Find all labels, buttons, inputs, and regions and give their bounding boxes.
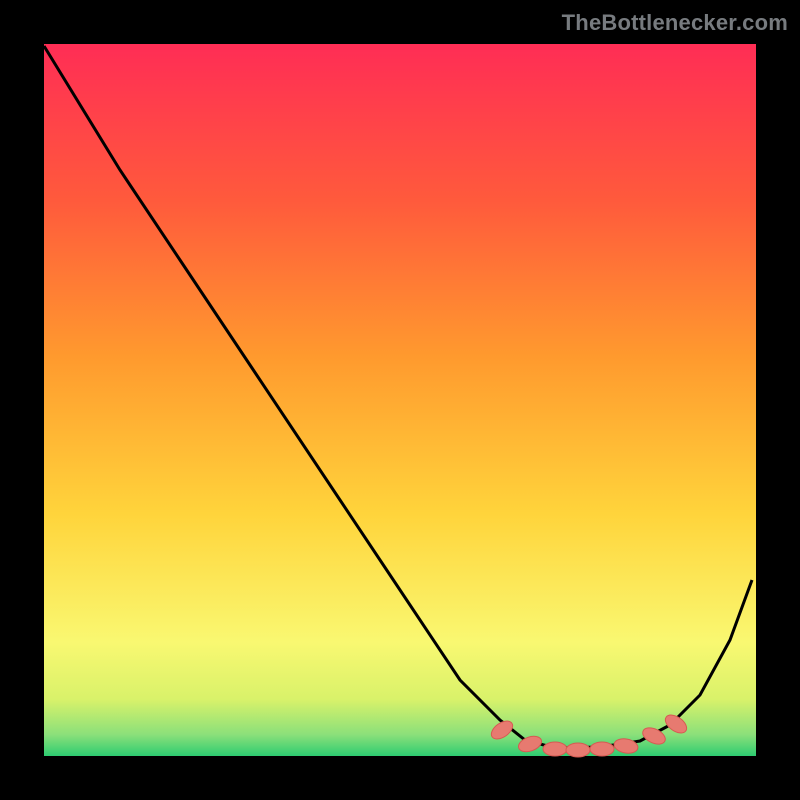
plot-gradient-area <box>44 44 756 756</box>
watermark-text: TheBottlenecker.com <box>562 10 788 36</box>
chart-container: { "canvas": { "width": 800, "height": 80… <box>0 0 800 800</box>
